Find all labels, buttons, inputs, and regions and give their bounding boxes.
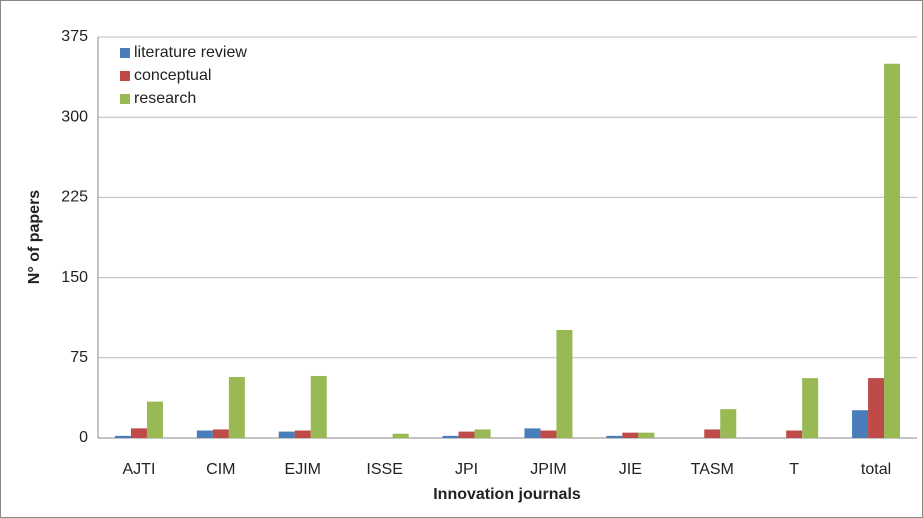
bar — [540, 430, 557, 438]
bar — [802, 378, 819, 438]
bar — [310, 375, 327, 438]
bar — [458, 431, 475, 438]
x-tick-label: JIE — [619, 461, 642, 478]
bar — [212, 429, 229, 438]
bar — [392, 433, 409, 438]
bar — [868, 378, 885, 438]
y-axis-title: N° of papers — [26, 190, 43, 285]
y-tick-label: 150 — [61, 269, 88, 286]
x-tick-label: JPI — [455, 461, 478, 478]
legend-label: conceptual — [134, 67, 211, 84]
y-tick-label: 300 — [61, 108, 88, 125]
bar — [130, 428, 147, 438]
x-tick-label: ISSE — [366, 461, 402, 478]
bar — [114, 435, 131, 438]
bar — [196, 430, 213, 438]
bar — [556, 329, 573, 438]
x-tick-label: CIM — [206, 461, 235, 478]
bar — [720, 409, 737, 438]
legend-label: literature review — [134, 44, 247, 61]
legend-swatch — [120, 48, 130, 58]
legend-swatch — [120, 94, 130, 104]
bar — [638, 432, 655, 438]
bar — [146, 401, 163, 438]
x-tick-label: JPIM — [530, 461, 566, 478]
x-tick-label: AJTI — [123, 461, 156, 478]
y-tick-label: 0 — [79, 429, 88, 446]
y-tick-label: 75 — [70, 349, 88, 366]
legend-label: research — [134, 90, 196, 107]
x-tick-label: T — [789, 461, 799, 478]
legend-swatch — [120, 71, 130, 81]
bar — [294, 430, 311, 438]
bar — [884, 63, 901, 438]
bar — [704, 429, 721, 438]
x-tick-label: TASM — [691, 461, 734, 478]
bar — [622, 432, 639, 438]
bar — [786, 430, 803, 438]
x-tick-label: total — [861, 461, 891, 478]
bar — [606, 435, 623, 438]
bar — [278, 431, 295, 438]
bar — [474, 429, 491, 438]
x-axis-title: Innovation journals — [433, 486, 581, 503]
x-tick-label: EJIM — [285, 461, 321, 478]
y-tick-label: 225 — [61, 189, 88, 206]
bar — [228, 377, 245, 438]
y-tick-label: 375 — [61, 28, 88, 45]
bar — [524, 428, 541, 438]
bar — [852, 410, 869, 438]
bar — [442, 435, 459, 438]
